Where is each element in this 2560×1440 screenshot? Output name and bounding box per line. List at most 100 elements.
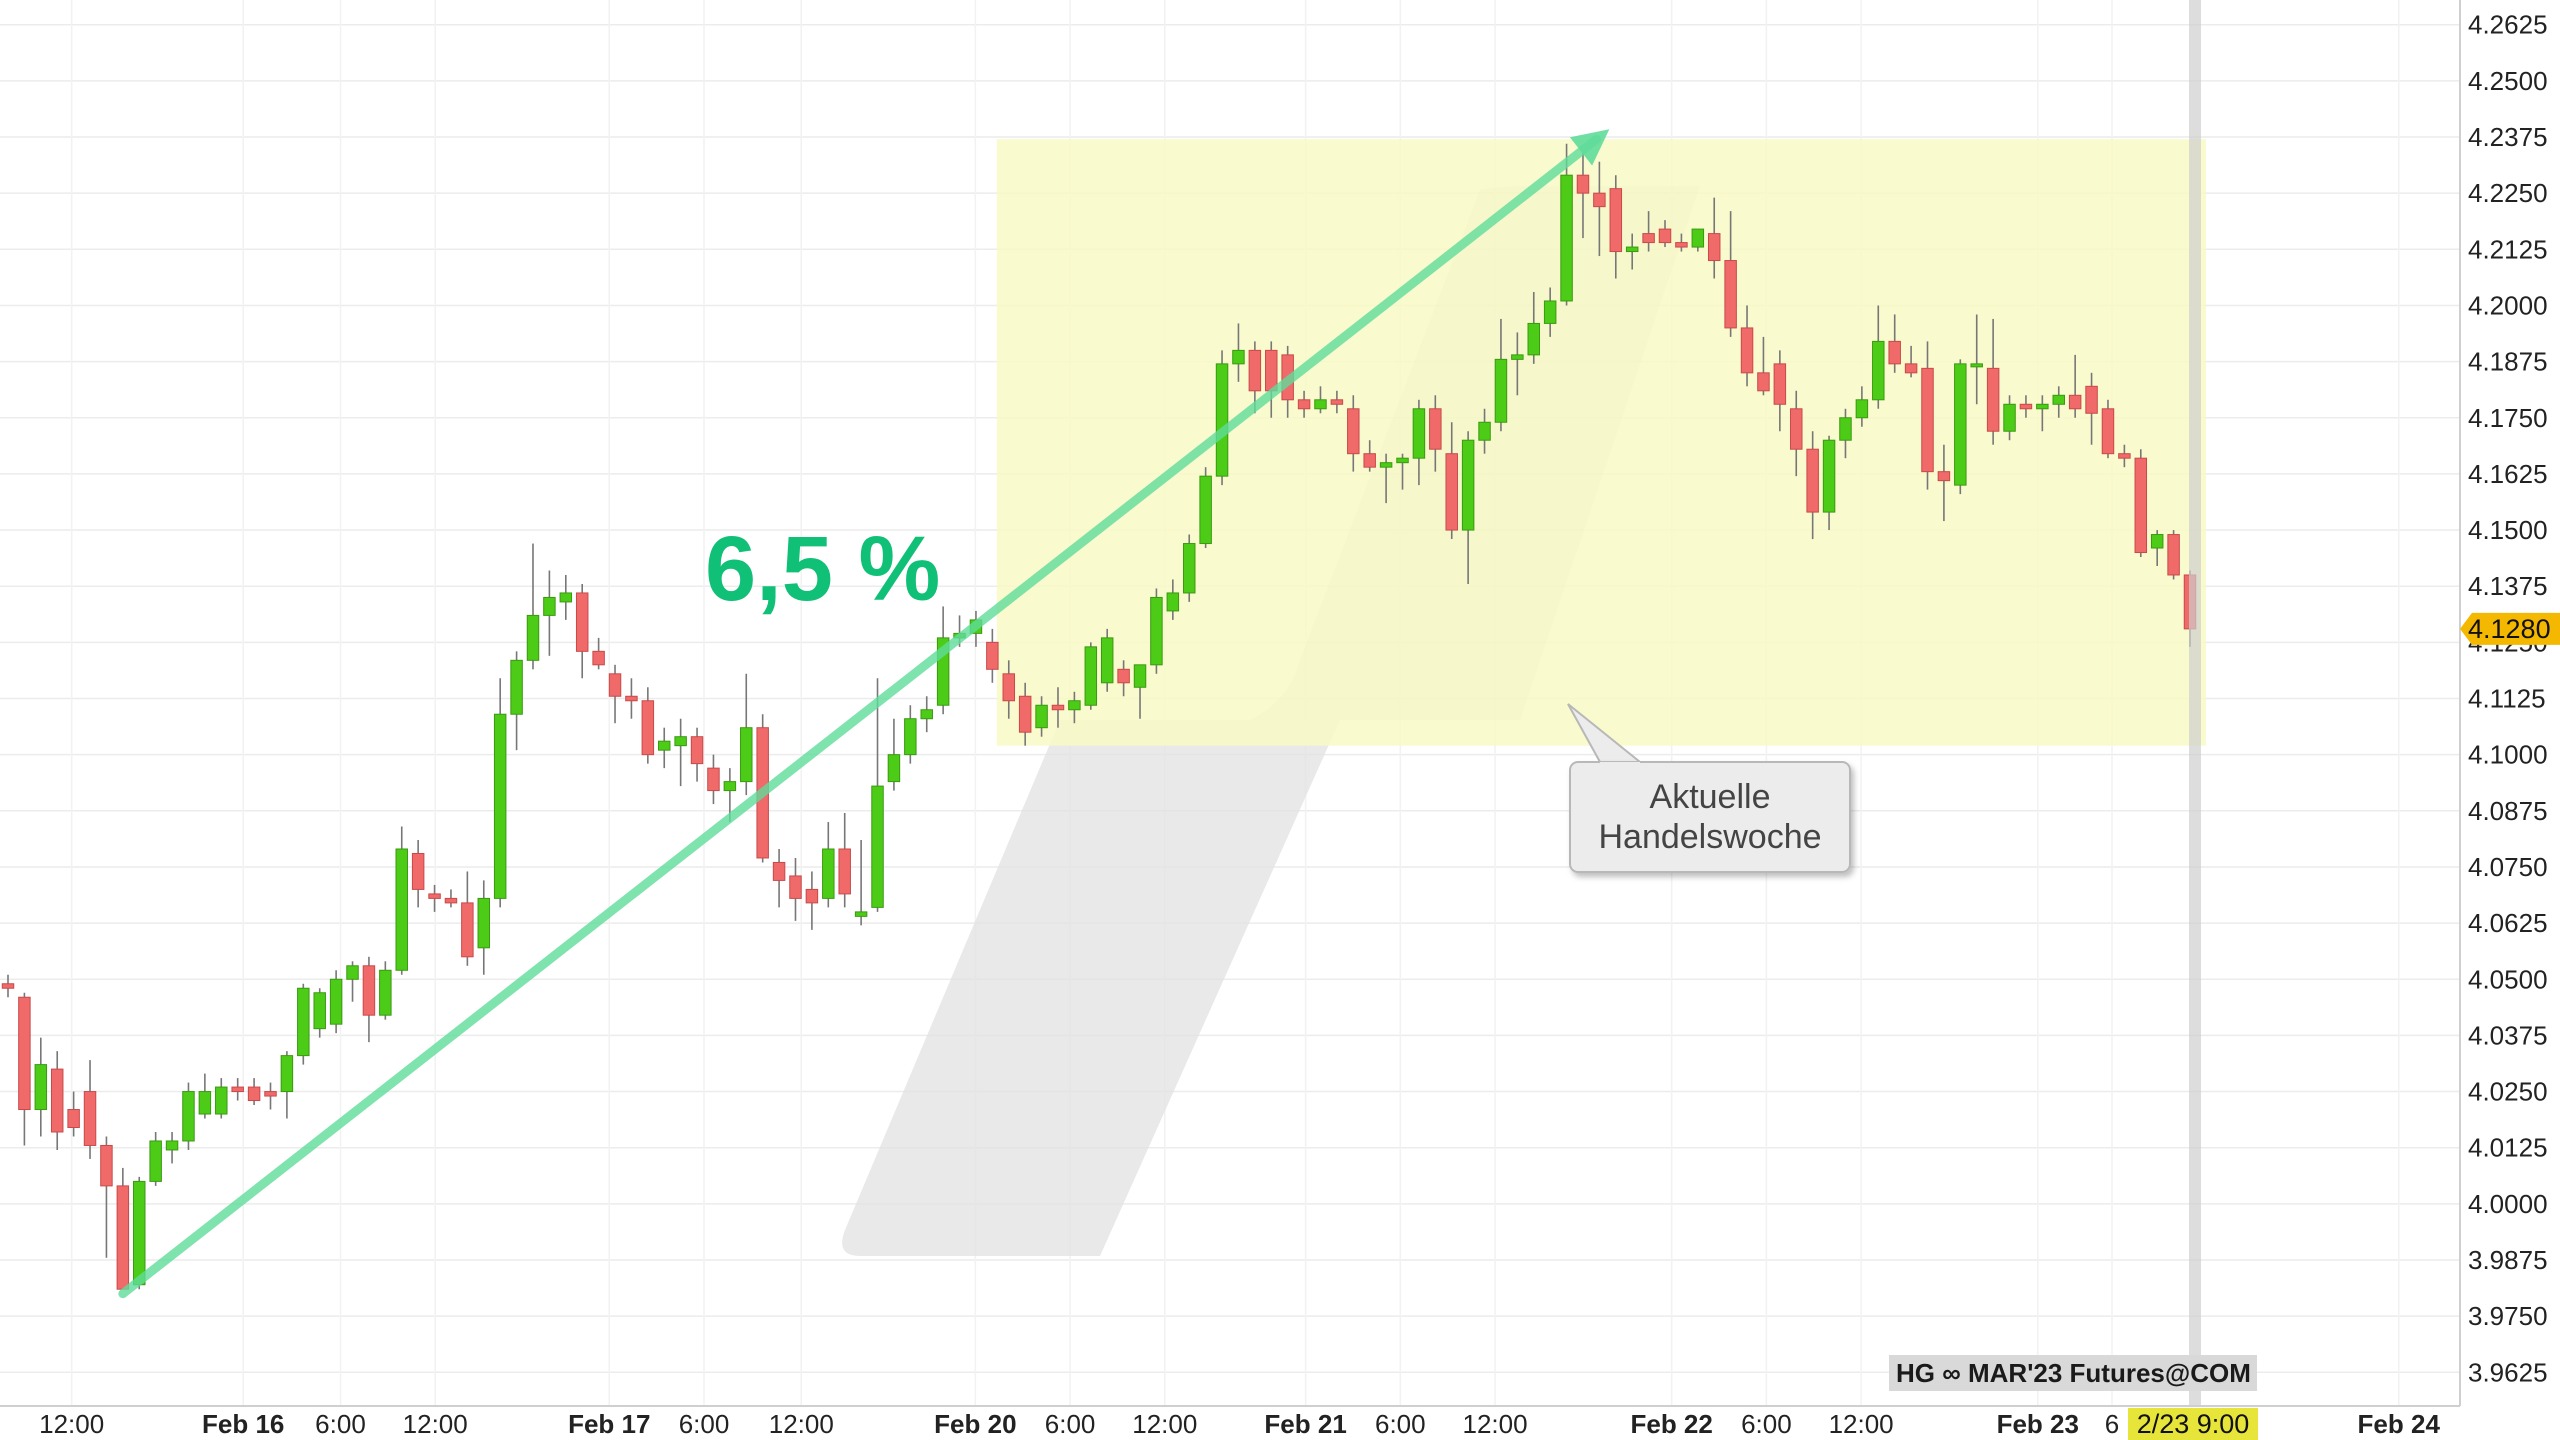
candle-body bbox=[1035, 704, 1048, 729]
candle bbox=[264, 1082, 277, 1110]
candle-body bbox=[625, 695, 638, 702]
candle-body bbox=[1954, 363, 1967, 486]
crosshair-time-badge: 2/23 9:00 bbox=[2128, 1408, 2258, 1440]
y-tick-label: 4.1125 bbox=[2468, 684, 2546, 714]
candle bbox=[936, 606, 950, 715]
candle bbox=[2052, 386, 2065, 418]
candle bbox=[1002, 660, 1016, 719]
candle-body bbox=[1872, 340, 1885, 401]
candle-body bbox=[1494, 358, 1508, 423]
candle-body bbox=[1265, 349, 1278, 392]
candle-body bbox=[2118, 453, 2131, 459]
candle bbox=[1314, 386, 1327, 414]
candle bbox=[1691, 228, 1705, 252]
candle-body bbox=[1560, 174, 1573, 302]
candle-body bbox=[329, 978, 343, 1025]
candle-body bbox=[231, 1086, 244, 1093]
candle bbox=[1675, 233, 1688, 252]
x-tick-label: 12:00 bbox=[1132, 1409, 1197, 1439]
candle bbox=[100, 1136, 113, 1258]
candle bbox=[428, 884, 441, 912]
candle bbox=[329, 970, 343, 1034]
candle bbox=[444, 889, 458, 908]
callout-line-1: Aktuelle bbox=[1650, 778, 1771, 816]
candle-body bbox=[641, 700, 655, 756]
candle-body bbox=[2036, 403, 2049, 410]
candle-body bbox=[198, 1091, 212, 1115]
y-tick-label: 4.0375 bbox=[2468, 1020, 2548, 1050]
candle-body bbox=[1379, 462, 1393, 468]
candle-body bbox=[559, 592, 573, 603]
candle-body bbox=[575, 592, 589, 652]
candle bbox=[461, 871, 474, 966]
candle bbox=[526, 543, 540, 670]
candle-body bbox=[477, 897, 491, 949]
candle bbox=[1740, 305, 1754, 387]
candle-body bbox=[1921, 367, 1934, 473]
candle bbox=[707, 754, 720, 805]
candle-body bbox=[346, 965, 359, 980]
candle bbox=[2118, 444, 2131, 468]
candle-body bbox=[1806, 448, 1819, 513]
candle bbox=[1511, 332, 1524, 396]
candle-body bbox=[1314, 399, 1327, 410]
candle bbox=[510, 651, 523, 751]
candle-body bbox=[789, 875, 802, 899]
candle-body bbox=[2150, 534, 2164, 549]
candle-body bbox=[297, 987, 310, 1057]
candle-body bbox=[50, 1068, 64, 1133]
candle-body bbox=[526, 614, 540, 661]
candle-body bbox=[608, 673, 622, 697]
x-tick-label: Feb 20 bbox=[934, 1409, 1016, 1439]
candle bbox=[904, 705, 917, 764]
candle-body bbox=[2003, 403, 2016, 432]
x-tick-label: Feb 23 bbox=[1997, 1409, 2079, 1439]
candle bbox=[1199, 467, 1212, 549]
candle bbox=[313, 988, 326, 1038]
candle-body bbox=[1347, 408, 1360, 455]
y-tick-label: 4.1625 bbox=[2468, 459, 2548, 489]
candle bbox=[641, 687, 655, 764]
candle-body bbox=[805, 888, 819, 904]
crosshair-line bbox=[2189, 0, 2201, 1406]
candle bbox=[2019, 395, 2033, 418]
candle bbox=[1576, 152, 1590, 239]
candle-body bbox=[165, 1140, 179, 1151]
candle-body bbox=[215, 1086, 228, 1115]
candle bbox=[1855, 386, 1869, 427]
candle-body bbox=[247, 1086, 261, 1102]
candle bbox=[1232, 323, 1245, 382]
candle bbox=[1724, 211, 1737, 337]
candle-body bbox=[904, 718, 917, 756]
candle bbox=[543, 570, 556, 656]
candle-body bbox=[1, 983, 15, 989]
candle bbox=[2068, 354, 2082, 418]
candle bbox=[346, 961, 359, 1002]
candle bbox=[411, 840, 425, 908]
callout-line-2: Handelswoche bbox=[1598, 818, 1821, 856]
candle-body bbox=[1363, 453, 1376, 468]
y-tick-label: 4.2375 bbox=[2468, 122, 2548, 152]
percent-annotation: 6,5 % bbox=[705, 518, 940, 620]
candle bbox=[1806, 431, 1819, 540]
y-tick-label: 4.2500 bbox=[2468, 66, 2548, 96]
candle bbox=[1215, 350, 1229, 486]
candle bbox=[1166, 579, 1180, 620]
candle-body bbox=[592, 650, 605, 666]
x-tick-label: Feb 22 bbox=[1630, 1409, 1712, 1439]
candle-body bbox=[182, 1091, 195, 1142]
candle bbox=[1084, 642, 1098, 710]
last-price-label: 4.1280 bbox=[2468, 614, 2551, 644]
candle bbox=[608, 664, 622, 724]
candle-body bbox=[1100, 637, 1114, 684]
candle bbox=[854, 840, 868, 926]
candle bbox=[674, 718, 687, 787]
candle-body bbox=[1297, 399, 1311, 410]
y-tick-label: 3.9750 bbox=[2468, 1301, 2548, 1331]
candle-body bbox=[510, 659, 523, 715]
candle-body bbox=[986, 641, 999, 670]
candle bbox=[50, 1051, 64, 1150]
candle bbox=[805, 871, 819, 930]
candle-body bbox=[461, 902, 474, 958]
candle bbox=[1133, 664, 1147, 719]
